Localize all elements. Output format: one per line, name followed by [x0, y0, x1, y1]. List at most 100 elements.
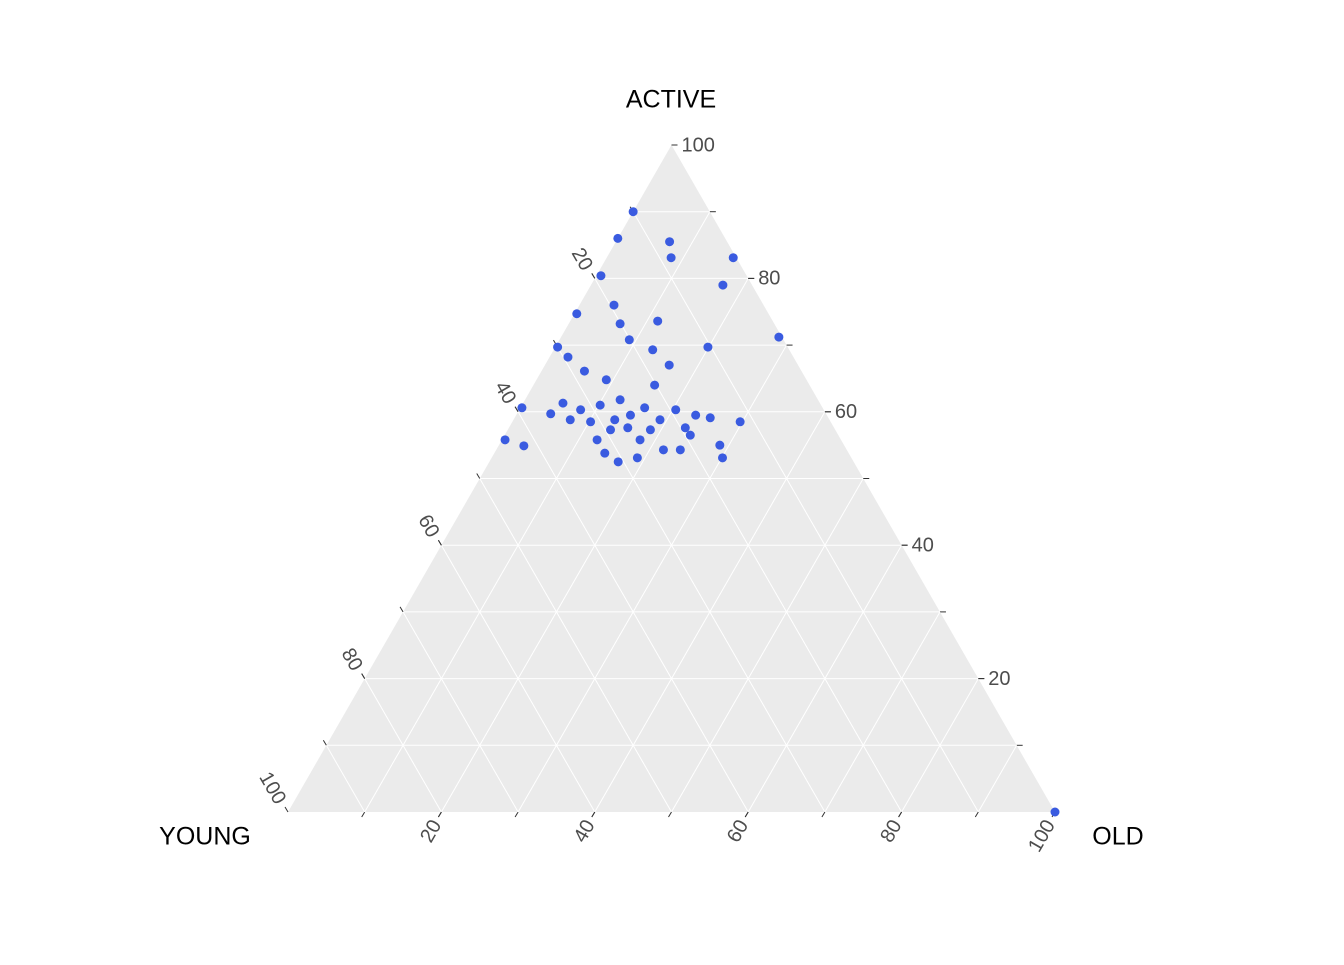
tick-label: 20: [416, 816, 446, 846]
data-point: [572, 309, 582, 319]
axis-title: YOUNG: [159, 823, 251, 851]
tick-mark: [437, 539, 442, 546]
tick-mark: [322, 740, 327, 746]
grid-line: [824, 611, 941, 813]
tick-label: 80: [876, 816, 906, 846]
data-point: [546, 409, 556, 419]
tick-mark: [591, 273, 596, 279]
grid-line: [747, 544, 903, 813]
data-point: [728, 253, 738, 263]
data-point: [606, 425, 616, 435]
tick-label: 100: [1024, 816, 1060, 856]
tick-mark: [591, 811, 596, 818]
data-point: [615, 395, 625, 405]
tick-label: 60: [835, 401, 857, 423]
data-point: [592, 435, 602, 445]
data-point: [703, 342, 713, 352]
data-point: [519, 441, 529, 451]
grid-line: [402, 611, 519, 813]
tick-mark: [284, 806, 289, 813]
axis-title: ACTIVE: [626, 86, 716, 114]
data-point: [553, 342, 563, 352]
grid-line: [479, 478, 672, 813]
tick-mark: [399, 606, 404, 613]
data-point: [623, 423, 633, 433]
data-point: [640, 403, 650, 413]
axis-title: OLD: [1092, 823, 1143, 851]
tick-label: 100: [682, 134, 715, 156]
data-point: [653, 316, 663, 326]
data-point: [586, 417, 596, 427]
data-point: [576, 405, 586, 415]
grid-line: [671, 478, 864, 813]
tick-label: 40: [490, 378, 520, 408]
tick-label: 100: [254, 768, 290, 808]
data-point: [613, 457, 623, 467]
tick-label: 60: [413, 511, 443, 541]
tick-mark: [476, 473, 481, 479]
data-point: [675, 445, 685, 455]
tick-label: 20: [988, 668, 1010, 690]
grid-line: [977, 745, 1018, 813]
data-point: [715, 440, 725, 450]
data-point: [680, 423, 690, 433]
data-point: [613, 233, 623, 243]
data-point: [609, 300, 619, 310]
tick-mark: [361, 811, 366, 818]
data-point: [648, 345, 658, 355]
grid-line: [632, 211, 979, 813]
grid-line: [556, 344, 826, 813]
data-point: [664, 360, 674, 370]
tick-mark: [974, 811, 979, 818]
tick-mark: [821, 811, 826, 818]
data-point: [705, 413, 715, 423]
tick-mark: [898, 811, 903, 818]
grid-line: [901, 678, 979, 813]
grid-line: [440, 544, 596, 813]
data-point: [600, 448, 610, 458]
data-point: [685, 430, 695, 440]
tick-label: 40: [912, 534, 934, 556]
data-point: [563, 352, 573, 362]
grid-line: [325, 745, 366, 813]
grid-line: [364, 211, 711, 813]
tick-mark: [668, 811, 672, 818]
data-point: [596, 271, 606, 281]
data-point: [666, 253, 676, 263]
tick-label: 40: [570, 816, 600, 846]
tick-mark: [514, 811, 519, 818]
data-point: [632, 453, 642, 463]
data-point: [1050, 807, 1060, 817]
tick-label: 60: [723, 816, 753, 846]
data-point: [718, 280, 728, 290]
data-point: [645, 425, 655, 435]
data-point: [665, 237, 675, 247]
data-point: [650, 380, 660, 390]
data-point: [610, 415, 620, 425]
data-point: [579, 366, 589, 376]
tick-mark: [361, 673, 366, 679]
tick-mark: [437, 811, 442, 818]
tick-mark: [744, 811, 749, 818]
data-point: [655, 415, 665, 425]
data-point: [625, 410, 635, 420]
data-point: [601, 375, 611, 385]
tick-label: 80: [337, 644, 367, 674]
data-point: [718, 453, 728, 463]
data-point: [624, 335, 634, 345]
data-point: [565, 415, 575, 425]
data-point: [671, 405, 681, 415]
data-point: [691, 410, 701, 420]
data-point: [635, 435, 645, 445]
data-point: [558, 398, 568, 408]
tick-label: 20: [567, 244, 597, 274]
tick-mark: [514, 406, 519, 413]
data-point: [517, 403, 527, 413]
data-point: [658, 445, 668, 455]
data-point: [595, 400, 605, 410]
data-point: [774, 332, 784, 342]
data-point: [735, 417, 745, 427]
tick-label: 80: [758, 268, 780, 290]
data-point: [615, 319, 625, 329]
